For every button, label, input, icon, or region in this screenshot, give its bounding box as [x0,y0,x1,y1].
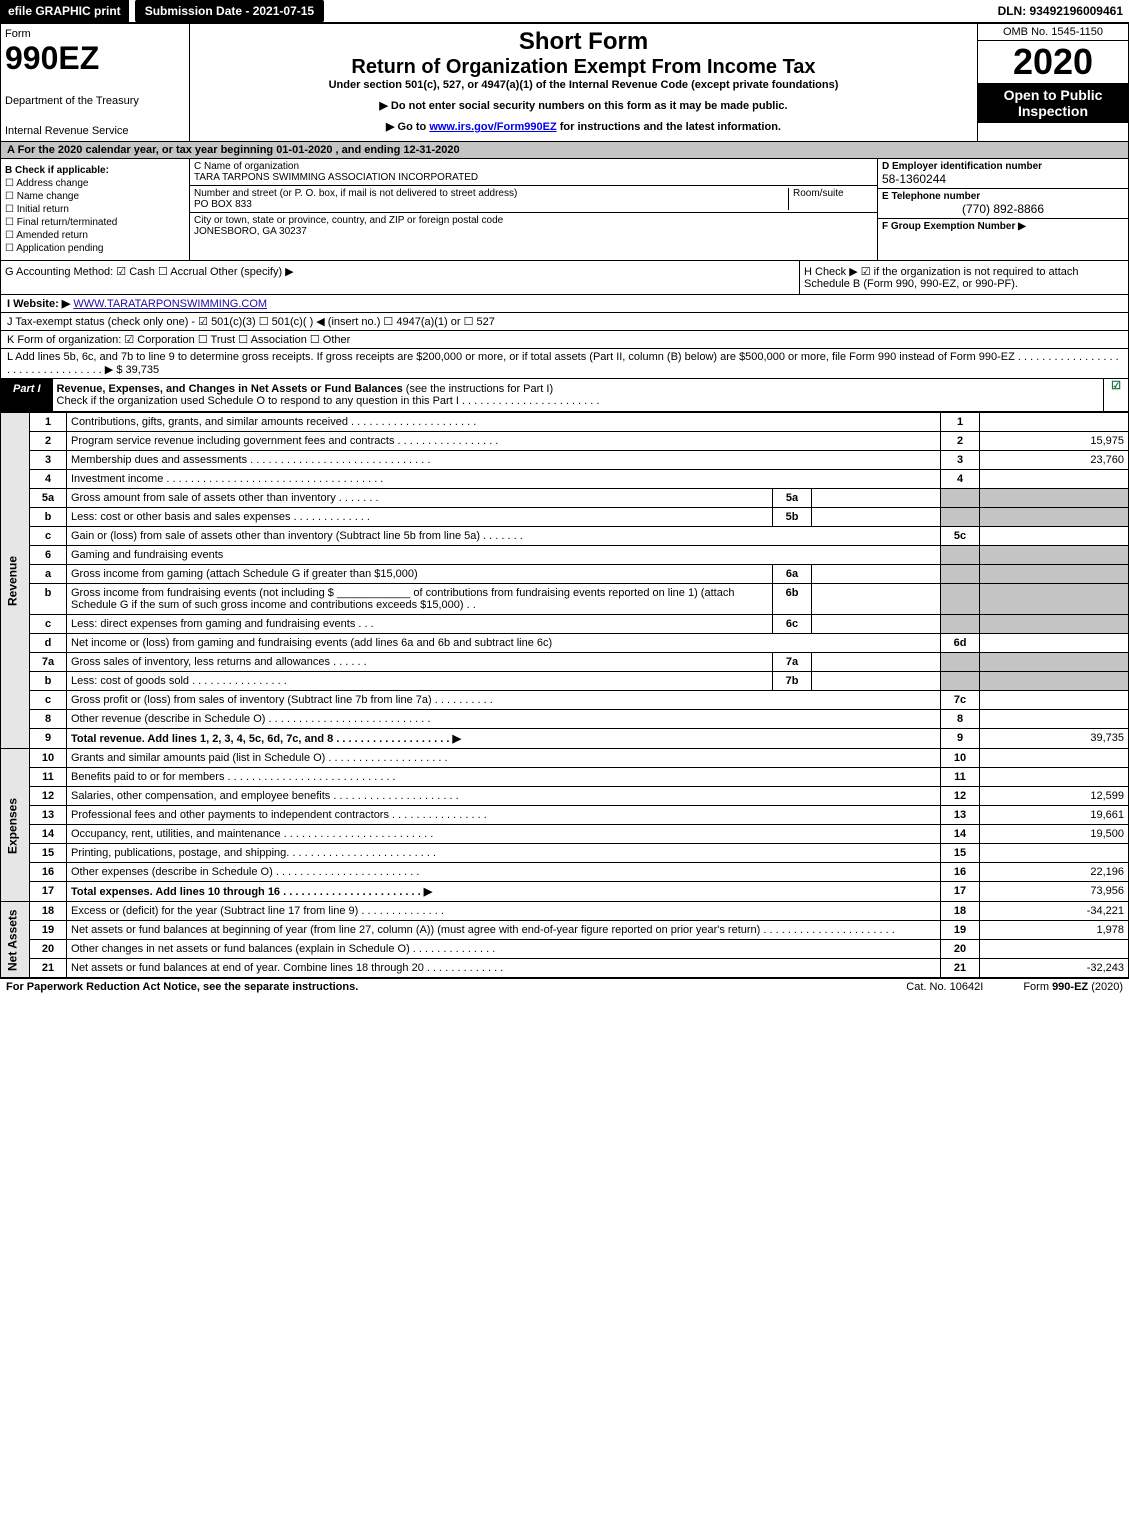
form-label: Form [5,28,185,40]
footer-notice: For Paperwork Reduction Act Notice, see … [6,981,358,993]
header-right: OMB No. 1545-1150 2020 Open to Public In… [977,24,1128,141]
cb-address-change[interactable]: ☐ Address change [5,178,185,189]
line-11: 11 Benefits paid to or for members . . .… [1,768,1129,787]
line-7b: b Less: cost of goods sold . . . . . . .… [1,672,1129,691]
footer-form-id: Form 990-EZ (2020) [1023,981,1123,993]
open-inspection: Open to Public Inspection [978,83,1128,123]
line-6: 6 Gaming and fundraising events [1,546,1129,565]
line-1: Revenue 1 Contributions, gifts, grants, … [1,413,1129,432]
line-5a: 5a Gross amount from sale of assets othe… [1,489,1129,508]
page-footer: For Paperwork Reduction Act Notice, see … [0,978,1129,995]
gh-block: G Accounting Method: ☑ Cash ☐ Accrual Ot… [0,261,1129,295]
line-18: Net Assets 18 Excess or (deficit) for th… [1,902,1129,921]
part-1-title: Revenue, Expenses, and Changes in Net As… [53,379,1103,411]
line-12: 12 Salaries, other compensation, and emp… [1,787,1129,806]
title-return: Return of Organization Exempt From Incom… [194,56,973,79]
title-short-form: Short Form [194,28,973,56]
part-1-tag: Part I [1,379,53,411]
c-org-name: TARA TARPONS SWIMMING ASSOCIATION INCORP… [194,172,873,183]
header-center: Short Form Return of Organization Exempt… [190,24,977,141]
cb-name-change[interactable]: ☐ Name change [5,191,185,202]
line-10: Expenses 10 Grants and similar amounts p… [1,749,1129,768]
c-city-label: City or town, state or province, country… [194,215,873,226]
line-6d: d Net income or (loss) from gaming and f… [1,634,1129,653]
line-7c: c Gross profit or (loss) from sales of i… [1,691,1129,710]
c-room-label: Room/suite [788,188,873,210]
net-assets-side-label: Net Assets [1,902,30,978]
form-number: 990EZ [5,40,185,77]
i-label: I Website: ▶ [7,298,70,310]
box-l: L Add lines 5b, 6c, and 7b to line 9 to … [0,349,1129,379]
top-bar: efile GRAPHIC print Submission Date - 20… [0,0,1129,23]
box-i: I Website: ▶ WWW.TARATARPONSWIMMING.COM [0,295,1129,313]
line-5b: b Less: cost or other basis and sales ex… [1,508,1129,527]
line-14: 14 Occupancy, rent, utilities, and maint… [1,825,1129,844]
cb-initial-return[interactable]: ☐ Initial return [5,204,185,215]
box-c: C Name of organization TARA TARPONS SWIM… [190,159,877,260]
tax-year: 2020 [978,41,1128,83]
line-16: 16 Other expenses (describe in Schedule … [1,863,1129,882]
entity-block: B Check if applicable: ☐ Address change … [0,159,1129,261]
line-20: 20 Other changes in net assets or fund b… [1,940,1129,959]
form-header: Form 990EZ Department of the Treasury In… [0,23,1129,142]
line-15: 15 Printing, publications, postage, and … [1,844,1129,863]
box-g: G Accounting Method: ☑ Cash ☐ Accrual Ot… [1,261,799,294]
f-label: F Group Exemption Number ▶ [882,221,1124,232]
note-link-post: for instructions and the latest informat… [557,121,781,133]
line-6b: b Gross income from fundraising events (… [1,584,1129,615]
box-d-e-f: D Employer identification number 58-1360… [877,159,1128,260]
line-13: 13 Professional fees and other payments … [1,806,1129,825]
cb-final-return[interactable]: ☐ Final return/terminated [5,217,185,228]
efile-label: efile GRAPHIC print [0,0,129,22]
c-address: PO BOX 833 [194,199,788,210]
line-8: 8 Other revenue (describe in Schedule O)… [1,710,1129,729]
part-1-header: Part I Revenue, Expenses, and Changes in… [0,379,1129,412]
part-1-table: Revenue 1 Contributions, gifts, grants, … [0,412,1129,978]
note-ssn: ▶ Do not enter social security numbers o… [194,99,973,112]
box-b-label: B Check if applicable: [5,165,185,176]
omb-number: OMB No. 1545-1150 [978,24,1128,41]
e-phone: (770) 892-8866 [882,202,1124,216]
expenses-side-label: Expenses [1,749,30,902]
website-link[interactable]: WWW.TARATARPONSWIMMING.COM [73,298,267,310]
box-k: K Form of organization: ☑ Corporation ☐ … [0,331,1129,349]
line-2: 2 Program service revenue including gove… [1,432,1129,451]
line-6c: c Less: direct expenses from gaming and … [1,615,1129,634]
c-city: JONESBORO, GA 30237 [194,226,873,237]
line-17: 17 Total expenses. Add lines 10 through … [1,882,1129,902]
box-j: J Tax-exempt status (check only one) - ☑… [0,313,1129,331]
dept-irs: Internal Revenue Service [5,125,185,137]
footer-catno: Cat. No. 10642I [906,981,983,993]
revenue-side-label: Revenue [1,413,30,749]
line-21: 21 Net assets or fund balances at end of… [1,959,1129,978]
line-9: 9 Total revenue. Add lines 1, 2, 3, 4, 5… [1,729,1129,749]
note-link: ▶ Go to www.irs.gov/Form990EZ for instru… [194,120,973,133]
dept-treasury: Department of the Treasury [5,95,185,107]
irs-link[interactable]: www.irs.gov/Form990EZ [429,121,556,133]
cb-amended-return[interactable]: ☐ Amended return [5,230,185,241]
line-6a: a Gross income from gaming (attach Sched… [1,565,1129,584]
cb-application-pending[interactable]: ☐ Application pending [5,243,185,254]
e-label: E Telephone number [882,191,1124,202]
subtitle: Under section 501(c), 527, or 4947(a)(1)… [194,79,973,91]
line-4: 4 Investment income . . . . . . . . . . … [1,470,1129,489]
part-1-checkbox[interactable]: ☑ [1103,379,1128,411]
row-a-tax-year: A For the 2020 calendar year, or tax yea… [0,142,1129,159]
header-left: Form 990EZ Department of the Treasury In… [1,24,190,141]
submission-date: Submission Date - 2021-07-15 [135,0,324,22]
box-b: B Check if applicable: ☐ Address change … [1,159,190,260]
box-h: H Check ▶ ☑ if the organization is not r… [799,261,1128,294]
c-addr-label: Number and street (or P. O. box, if mail… [194,188,788,199]
line-3: 3 Membership dues and assessments . . . … [1,451,1129,470]
line-5c: c Gain or (loss) from sale of assets oth… [1,527,1129,546]
note-link-pre: ▶ Go to [386,121,429,133]
d-ein: 58-1360244 [882,172,1124,186]
d-label: D Employer identification number [882,161,1124,172]
line-19: 19 Net assets or fund balances at beginn… [1,921,1129,940]
dln: DLN: 93492196009461 [998,4,1129,18]
line-7a: 7a Gross sales of inventory, less return… [1,653,1129,672]
c-name-label: C Name of organization [194,161,873,172]
